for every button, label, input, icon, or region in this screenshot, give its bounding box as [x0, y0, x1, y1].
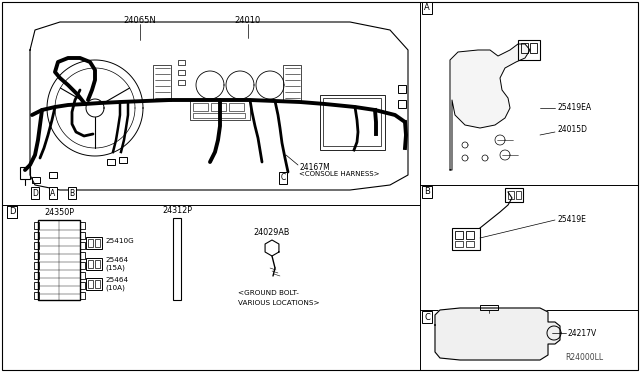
- Bar: [452, 228, 480, 250]
- Bar: [80, 252, 85, 259]
- Bar: [466, 231, 474, 239]
- Bar: [107, 159, 115, 165]
- Bar: [38, 220, 80, 300]
- Text: D: D: [9, 208, 15, 217]
- Bar: [193, 103, 208, 111]
- Bar: [34, 232, 39, 239]
- Bar: [88, 239, 93, 247]
- Bar: [455, 231, 463, 239]
- Text: A: A: [51, 189, 56, 198]
- Text: 24167M: 24167M: [300, 163, 331, 172]
- Bar: [190, 100, 250, 120]
- Bar: [323, 98, 381, 146]
- Bar: [398, 85, 406, 93]
- Bar: [530, 43, 537, 53]
- Bar: [80, 242, 85, 249]
- Bar: [178, 70, 185, 75]
- Bar: [178, 80, 185, 85]
- Text: C: C: [280, 173, 285, 183]
- Bar: [119, 157, 127, 163]
- Bar: [229, 103, 244, 111]
- Bar: [34, 242, 39, 249]
- Polygon shape: [450, 44, 530, 170]
- Text: <CONSOLE HARNESS>: <CONSOLE HARNESS>: [299, 171, 380, 177]
- Text: 24350P: 24350P: [44, 208, 74, 217]
- Text: (15A): (15A): [105, 265, 125, 271]
- Bar: [283, 65, 301, 101]
- Bar: [34, 292, 39, 299]
- Bar: [193, 113, 245, 118]
- Text: R24000LL: R24000LL: [565, 353, 603, 362]
- Text: B: B: [69, 189, 75, 198]
- Bar: [49, 172, 57, 178]
- Polygon shape: [435, 308, 560, 360]
- Text: 25419EA: 25419EA: [557, 103, 591, 112]
- Text: 24010: 24010: [235, 16, 261, 25]
- Bar: [466, 241, 474, 247]
- Text: 25410G: 25410G: [105, 238, 134, 244]
- Text: 24217V: 24217V: [568, 328, 597, 337]
- Bar: [20, 167, 30, 179]
- Bar: [508, 191, 514, 199]
- Bar: [80, 222, 85, 229]
- Text: 24065N: 24065N: [124, 16, 156, 25]
- Bar: [516, 191, 521, 199]
- Bar: [320, 95, 385, 150]
- Bar: [398, 100, 406, 108]
- Text: D: D: [9, 208, 15, 217]
- Bar: [88, 260, 93, 268]
- Text: 24015D: 24015D: [557, 125, 587, 135]
- Bar: [521, 43, 528, 53]
- Bar: [80, 282, 85, 289]
- Text: 25464: 25464: [105, 277, 128, 283]
- Bar: [86, 258, 102, 270]
- Bar: [34, 272, 39, 279]
- Text: A: A: [424, 3, 430, 13]
- Text: 24029AB: 24029AB: [254, 228, 290, 237]
- Text: (10A): (10A): [105, 285, 125, 291]
- Bar: [80, 232, 85, 239]
- Bar: [95, 239, 100, 247]
- Text: <GROUND BOLT-: <GROUND BOLT-: [238, 290, 299, 296]
- Bar: [32, 177, 40, 183]
- Bar: [153, 65, 171, 101]
- Text: B: B: [424, 187, 430, 196]
- Text: 24312P: 24312P: [162, 206, 192, 215]
- Bar: [518, 40, 540, 60]
- Bar: [211, 103, 226, 111]
- Bar: [34, 252, 39, 259]
- Bar: [86, 237, 102, 249]
- Bar: [505, 188, 523, 202]
- Bar: [80, 292, 85, 299]
- Bar: [34, 222, 39, 229]
- Text: C: C: [424, 312, 430, 321]
- Text: VARIOUS LOCATIONS>: VARIOUS LOCATIONS>: [238, 300, 319, 306]
- Bar: [455, 241, 463, 247]
- Bar: [86, 278, 102, 290]
- Bar: [480, 305, 498, 310]
- Bar: [80, 262, 85, 269]
- Bar: [173, 218, 181, 300]
- Text: 25419E: 25419E: [557, 215, 586, 224]
- Bar: [34, 262, 39, 269]
- Bar: [95, 280, 100, 288]
- Text: 25464: 25464: [105, 257, 128, 263]
- Bar: [88, 280, 93, 288]
- Bar: [80, 272, 85, 279]
- Bar: [95, 260, 100, 268]
- Text: D: D: [32, 189, 38, 198]
- Bar: [178, 60, 185, 65]
- Bar: [34, 282, 39, 289]
